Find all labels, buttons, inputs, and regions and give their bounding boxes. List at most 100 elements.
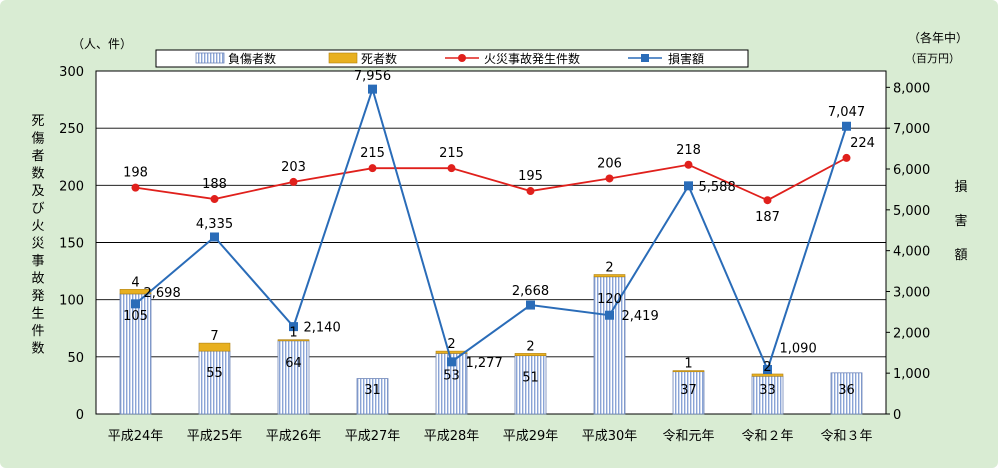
label-injured: 37 <box>680 383 697 398</box>
label-deaths: 2 <box>526 339 534 354</box>
left-tick-label: 50 <box>67 351 84 366</box>
label-fires: 188 <box>202 177 227 192</box>
bar-injured <box>514 355 547 415</box>
right-axis-note: （各年中） <box>908 30 968 45</box>
right-axis-title-text: 損害額 <box>954 180 967 263</box>
bar-injured <box>435 353 468 415</box>
legend-label-deaths: 死者数 <box>361 51 397 66</box>
label-fires: 215 <box>360 146 385 161</box>
label-fires: 224 <box>850 136 875 151</box>
legend-swatch-injured <box>195 52 225 64</box>
left-axis-unit: （人、件） <box>72 37 132 51</box>
label-injured: 31 <box>364 383 381 398</box>
label-damage: 1,090 <box>780 341 817 356</box>
point-fires <box>842 153 851 162</box>
point-damage <box>684 181 693 191</box>
legend-swatch-deaths <box>328 52 358 64</box>
left-axis-title: 死傷者数及び火災事故発生件数 <box>31 114 44 357</box>
x-tick-label: 平成24年 <box>108 429 164 444</box>
left-tick-label: 300 <box>59 65 84 80</box>
legend-marker-fires <box>458 54 466 62</box>
bar-deaths <box>435 350 468 354</box>
left-tick-label: 0 <box>76 408 84 423</box>
label-injured: 33 <box>759 383 776 398</box>
label-fires: 206 <box>597 156 622 171</box>
label-deaths: 7 <box>210 329 218 344</box>
bar-deaths <box>593 274 626 278</box>
right-tick-label: 8,000 <box>893 81 930 96</box>
right-tick-label: 5,000 <box>893 204 930 219</box>
x-tick-label: 令和２年 <box>741 429 793 444</box>
bar-deaths <box>672 370 705 372</box>
label-fires: 198 <box>123 166 148 181</box>
label-deaths: 2 <box>447 337 455 352</box>
x-tick-label: 平成29年 <box>503 429 559 444</box>
legend-label-injured: 負傷者数 <box>228 51 276 66</box>
label-fires: 215 <box>439 146 464 161</box>
data-labels: 105 55 64 31 53 51 120 37 33 36 4 7 1 2 2 2 1 2 198 188 203 2… <box>123 69 875 398</box>
bar-injured <box>356 378 389 415</box>
right-tick-label: 7,000 <box>893 122 930 137</box>
point-fires <box>526 187 535 196</box>
label-injured: 120 <box>597 292 622 307</box>
bar-injured <box>830 372 863 415</box>
point-damage <box>131 299 140 309</box>
grid <box>96 127 886 358</box>
label-damage: 1,277 <box>466 356 503 371</box>
left-tick-label: 100 <box>59 294 84 309</box>
bar-deaths <box>198 342 231 352</box>
point-fires <box>368 164 377 173</box>
label-damage: 7,047 <box>828 105 865 120</box>
label-deaths: 2 <box>605 261 613 276</box>
point-fires <box>605 174 614 183</box>
label-fires: 187 <box>755 210 780 225</box>
right-tick-label: 3,000 <box>893 286 930 301</box>
label-injured: 51 <box>522 371 539 386</box>
line-fires <box>135 157 847 202</box>
label-damage: 7,956 <box>354 69 391 84</box>
label-injured: 36 <box>838 383 855 398</box>
point-fires <box>131 183 140 192</box>
label-damage: 5,588 <box>699 180 736 195</box>
label-deaths: 4 <box>131 275 139 290</box>
left-axis-title-text: 死傷者数及び火災事故発生件数 <box>31 114 44 357</box>
bar-injured <box>119 293 152 415</box>
x-tick-label: 令和３年 <box>820 429 872 444</box>
label-injured: 64 <box>285 356 302 371</box>
x-tick-label: 平成27年 <box>345 429 401 444</box>
point-damage <box>210 232 219 242</box>
label-damage: 2,668 <box>512 284 549 299</box>
label-damage: 2,698 <box>144 286 181 301</box>
point-damage <box>368 84 377 94</box>
label-fires: 218 <box>676 143 701 158</box>
right-tick-label: 6,000 <box>893 163 930 178</box>
label-injured: 55 <box>206 366 223 381</box>
line-damage <box>134 85 848 373</box>
bar-injured <box>277 340 310 415</box>
legend-label-damage: 損害額 <box>668 51 704 66</box>
label-damage: 2,419 <box>622 309 659 324</box>
left-tick-label: 200 <box>59 179 84 194</box>
legend: 負傷者数 死者数 火災事故発生件数 損害額 <box>155 49 749 68</box>
point-fires <box>210 195 219 204</box>
line-series <box>131 84 851 374</box>
legend-label-fires: 火災事故発生件数 <box>484 51 580 66</box>
point-damage <box>842 121 851 131</box>
point-fires <box>684 160 693 169</box>
label-fires: 195 <box>518 169 543 184</box>
x-tick-label: 平成25年 <box>187 429 243 444</box>
point-damage <box>447 357 456 367</box>
left-tick-label: 150 <box>59 237 84 252</box>
right-axis-unit: （百万円） <box>905 52 960 65</box>
x-tick-label: 平成28年 <box>424 429 480 444</box>
point-fires <box>447 164 456 173</box>
label-deaths: 1 <box>289 326 297 341</box>
point-damage <box>526 300 535 310</box>
right-tick-label: 0 <box>893 408 901 423</box>
x-tick-label: 平成26年 <box>266 429 322 444</box>
left-tick-label: 250 <box>59 122 84 137</box>
point-fires <box>763 196 772 205</box>
point-damage <box>605 310 614 320</box>
point-damage <box>763 364 772 374</box>
